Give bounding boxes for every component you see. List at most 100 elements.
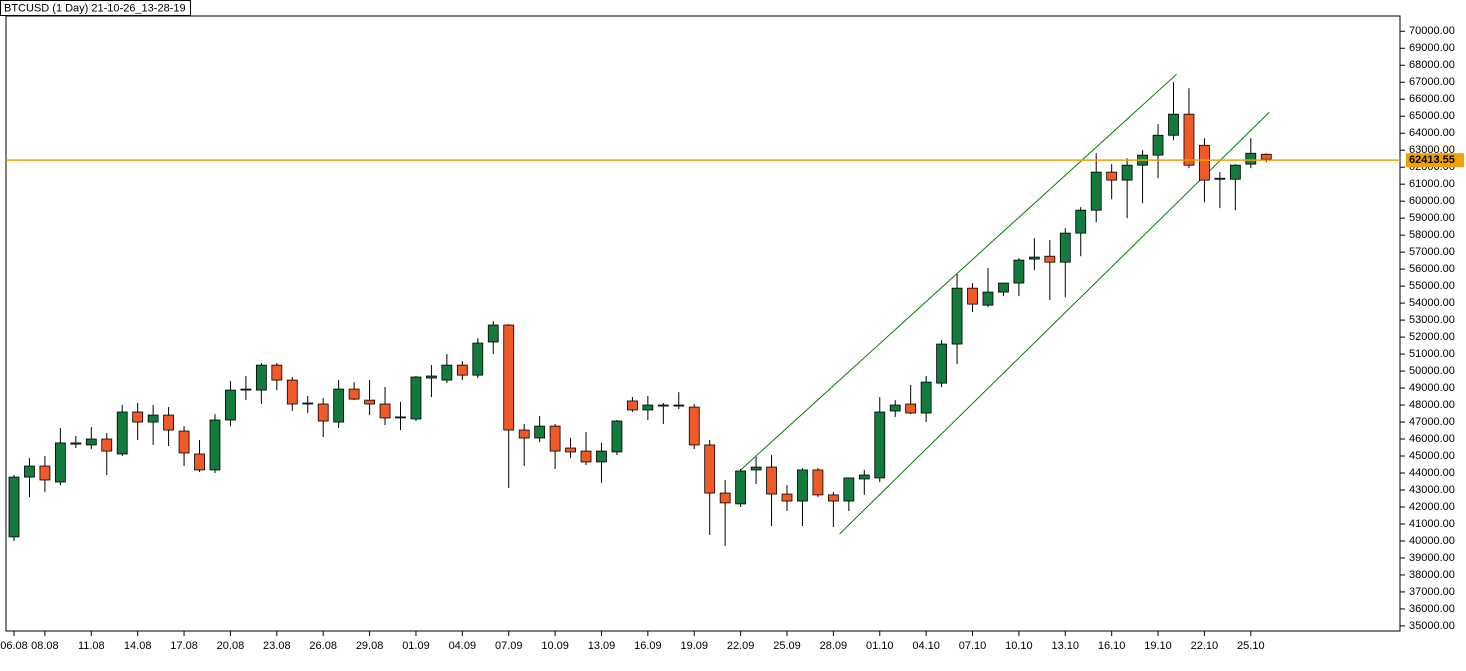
channel-line [839, 111, 1270, 535]
y-tick-label: 50000.00 [1409, 365, 1455, 377]
y-tick-label: 41000.00 [1409, 518, 1455, 530]
title-box [0, 0, 191, 16]
candle-body [348, 388, 360, 400]
x-tick-label: 10.09 [541, 640, 569, 652]
x-tick-label: 10.10 [1005, 640, 1033, 652]
candle-body [1260, 153, 1272, 160]
candle-body [580, 450, 592, 463]
y-tick-label: 58000.00 [1409, 229, 1455, 241]
candle-body [936, 343, 947, 384]
x-tick-label: 04.09 [449, 640, 477, 652]
candle-body [549, 425, 561, 452]
candle-body [1044, 255, 1056, 263]
candle-body [286, 379, 298, 405]
candle-body [967, 287, 978, 305]
y-tick-label: 51000.00 [1409, 348, 1455, 360]
y-tick-label: 42000.00 [1409, 501, 1455, 513]
y-tick-label: 37000.00 [1409, 586, 1455, 598]
candle-body [132, 411, 144, 423]
x-tick-label: 11.08 [78, 640, 105, 652]
y-tick-label: 54000.00 [1409, 297, 1455, 309]
candle-body [611, 420, 623, 453]
candle-body [735, 470, 747, 505]
y-tick-label: 68000.00 [1409, 59, 1455, 71]
candle-body [487, 324, 499, 343]
candle-body [889, 404, 901, 412]
candle-body [750, 466, 762, 471]
candle-body [951, 287, 963, 345]
candle-body [240, 388, 252, 391]
x-tick-label: 26.08 [309, 640, 337, 652]
y-tick-label: 52000.00 [1409, 331, 1455, 343]
candle-body [1152, 134, 1164, 156]
y-tick-label: 48000.00 [1409, 399, 1455, 411]
x-tick-label: 13.10 [1052, 640, 1080, 652]
candle-body [1013, 259, 1025, 284]
candle-body [441, 364, 453, 381]
candle-body [1229, 164, 1241, 180]
candle-body [704, 444, 716, 494]
candle-body [1214, 177, 1226, 180]
y-tick-label: 61000.00 [1409, 178, 1455, 190]
candle-body [998, 282, 1009, 293]
candle-body [147, 414, 159, 423]
y-tick-label: 65000.00 [1409, 110, 1455, 122]
candle-body [395, 416, 406, 419]
candle-body [874, 411, 886, 479]
candle-body [1168, 113, 1179, 136]
candle-body [843, 477, 855, 502]
y-tick-label: 59000.00 [1409, 212, 1455, 224]
price-label-box [1406, 153, 1464, 168]
candle-body [39, 465, 51, 481]
y-tick-label: 55000.00 [1409, 280, 1455, 292]
x-tick-label: 17.08 [170, 640, 198, 652]
candle-body [642, 404, 654, 411]
y-tick-label: 67000.00 [1409, 76, 1455, 88]
x-tick-label: 01.09 [402, 640, 430, 652]
x-tick-label: 20.08 [217, 640, 245, 652]
y-tick-label: 70000.00 [1409, 25, 1455, 37]
y-tick-label: 69000.00 [1409, 42, 1455, 54]
candle-body [1106, 171, 1118, 181]
x-tick-label: 19.09 [680, 640, 708, 652]
candle-body [178, 430, 190, 454]
y-tick-label: 44000.00 [1409, 467, 1455, 479]
y-tick-label: 43000.00 [1409, 484, 1455, 496]
candle-body [827, 494, 839, 502]
y-tick-label: 63000.00 [1409, 144, 1455, 156]
chart-title: BTCUSD (1 Day) 21-10-26_13-28-19 [4, 2, 186, 14]
candle-body [812, 469, 824, 496]
candle-body [534, 425, 546, 439]
candle-body [673, 404, 685, 407]
candle-body [1028, 256, 1040, 260]
candle-body [194, 453, 205, 471]
candle-body [596, 450, 607, 463]
y-tick-label: 47000.00 [1409, 416, 1455, 428]
candle-body [1059, 232, 1071, 263]
candle-body [518, 429, 530, 439]
candle-body [1199, 144, 1210, 181]
candle-body [657, 404, 669, 407]
candle-body [688, 406, 700, 446]
candle-body [1121, 164, 1133, 181]
x-tick-label: 08.08 [31, 640, 59, 652]
x-tick-label: 22.09 [727, 640, 755, 652]
y-tick-label: 64000.00 [1409, 127, 1455, 139]
x-tick-label: 23.08 [263, 640, 291, 652]
channel-line [740, 73, 1177, 471]
candle-body [1183, 113, 1195, 166]
candle-body [70, 442, 82, 445]
candle-body [317, 403, 329, 422]
x-tick-label: 06.08 [0, 640, 28, 652]
candle-body [8, 476, 20, 538]
x-tick-label: 29.08 [356, 640, 384, 652]
candle-body [503, 324, 515, 431]
y-tick-label: 39000.00 [1409, 552, 1455, 564]
x-tick-label: 25.10 [1237, 640, 1265, 652]
candle-body [905, 403, 917, 414]
candle-body [472, 342, 484, 376]
candle-body [209, 419, 221, 471]
candle-body [1090, 171, 1102, 211]
